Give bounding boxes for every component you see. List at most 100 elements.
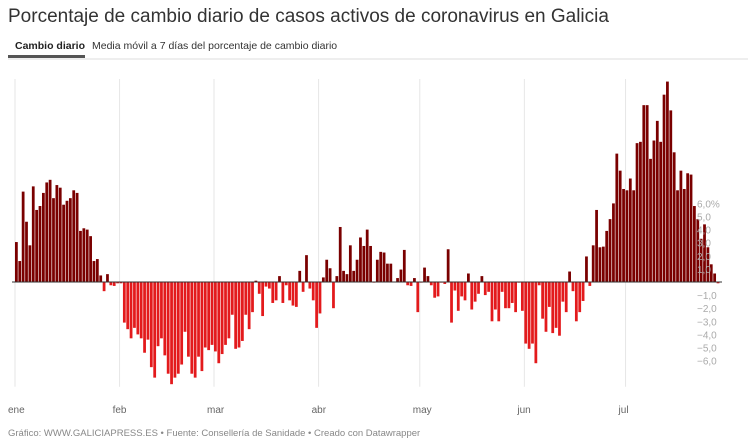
bar [355, 259, 359, 282]
bar [126, 282, 130, 330]
bar [655, 120, 659, 283]
bar [520, 282, 524, 311]
bar [375, 259, 379, 282]
bar [315, 282, 318, 328]
bar [230, 282, 234, 315]
bar [65, 200, 69, 282]
bar [571, 282, 575, 292]
tab-media-movil[interactable]: Media móvil a 7 días del porcentaje de c… [92, 40, 338, 52]
bar [214, 282, 217, 352]
bar [244, 282, 248, 315]
bar [642, 105, 646, 283]
bar [348, 245, 352, 282]
y-tick-label: 3,0 [697, 239, 711, 250]
bar [500, 282, 504, 292]
bar [62, 204, 65, 282]
bar [389, 263, 393, 282]
bar [38, 206, 42, 282]
bar [55, 185, 59, 282]
bar [406, 282, 410, 286]
y-tick-label: 6,0% [697, 199, 720, 210]
bar [591, 245, 595, 282]
bar [649, 158, 652, 282]
bar [409, 282, 413, 286]
bar [261, 282, 265, 317]
bar [338, 226, 342, 282]
bar [453, 282, 457, 291]
bar [645, 105, 649, 283]
bar [679, 170, 683, 282]
bar [382, 252, 386, 282]
bar [234, 282, 238, 349]
bar [143, 282, 146, 353]
bar [686, 173, 690, 282]
tab-cambio-diario[interactable]: Cambio diario [15, 40, 86, 52]
bar [574, 282, 578, 322]
bar [79, 230, 82, 282]
bar [696, 219, 700, 282]
footer-credits: Gráfico: WWW.GALICIAPRESS.ES • Fuente: C… [8, 428, 421, 439]
bar [429, 282, 433, 286]
bar [510, 282, 514, 303]
bar [689, 174, 693, 282]
bar [133, 282, 136, 328]
bar [321, 277, 325, 282]
bar [241, 282, 244, 341]
bar [622, 188, 625, 282]
bar [460, 282, 464, 297]
bar [112, 282, 116, 286]
bar [625, 190, 629, 282]
bar [446, 249, 450, 282]
bar [129, 282, 133, 339]
bar [28, 245, 32, 282]
bar [156, 282, 160, 347]
bar [706, 247, 710, 282]
y-tick-label: −1,0 [697, 291, 717, 302]
bar [82, 228, 86, 282]
bar [224, 282, 227, 345]
x-tick-label: ene [8, 405, 25, 416]
bar [423, 267, 426, 282]
bar [494, 282, 497, 310]
bar [278, 276, 281, 282]
bar [45, 182, 49, 282]
bar [463, 282, 467, 301]
bar [203, 282, 207, 348]
bar [163, 282, 167, 356]
bar [41, 192, 45, 282]
tab-bar: Cambio diario Media móvil a 7 días del p… [8, 36, 748, 60]
bar [345, 274, 349, 282]
bar [379, 251, 383, 282]
bar [659, 141, 663, 282]
bar [68, 198, 72, 282]
bar [541, 282, 544, 319]
y-tick-label: −4,0 [697, 330, 717, 341]
chart-title: Porcentaje de cambio diario de casos act… [8, 6, 609, 27]
bar [709, 264, 713, 282]
bar [662, 94, 666, 282]
bar [537, 282, 541, 286]
bar [301, 282, 305, 292]
bar [676, 190, 679, 282]
bar [672, 152, 676, 282]
y-tick-label: −6,0 [697, 357, 717, 368]
bar [601, 246, 605, 282]
bar [369, 245, 372, 282]
bar [176, 282, 180, 374]
bar [618, 170, 622, 282]
y-tick-label: 2,0 [697, 252, 711, 263]
bar [693, 206, 696, 282]
bar [328, 268, 332, 283]
bar [359, 237, 362, 282]
bar [473, 282, 477, 302]
bar [200, 282, 204, 372]
bar [554, 282, 558, 328]
bar [514, 282, 517, 313]
bar [669, 110, 673, 282]
bar [227, 282, 231, 339]
bar [308, 282, 312, 289]
bar [58, 187, 62, 282]
bar [666, 81, 669, 282]
bar [402, 249, 406, 282]
